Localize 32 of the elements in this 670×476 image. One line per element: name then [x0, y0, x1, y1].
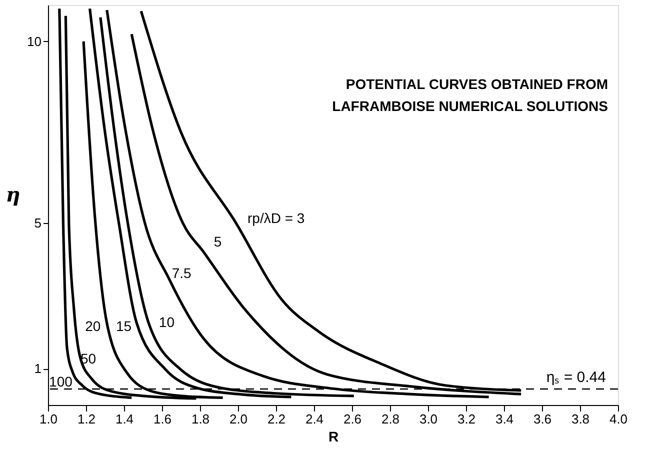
- y-tick-label: 5: [34, 216, 42, 231]
- x-tick-label: 2.0: [229, 412, 248, 426]
- y-tick-label: 1: [34, 361, 42, 376]
- x-tick-label: 4.0: [609, 412, 628, 426]
- x-tick-label: 2.4: [305, 412, 324, 426]
- x-tick-label: 1.6: [153, 412, 172, 426]
- x-tick-label: 1.8: [191, 412, 210, 426]
- series-label: 10: [158, 314, 175, 330]
- annotation: POTENTIAL CURVES OBTAINED FROM: [346, 76, 608, 92]
- series-label: 50: [80, 350, 96, 367]
- y-axis-title: η: [6, 182, 20, 206]
- x-tick-label: 3.8: [571, 412, 590, 426]
- x-tick-label: 2.6: [343, 412, 362, 426]
- series-label: 100: [49, 373, 73, 390]
- x-tick-label: 1.0: [39, 412, 58, 426]
- y-tick-label: 10: [27, 34, 42, 49]
- x-tick-label: 3.0: [419, 412, 438, 426]
- series-label: 7.5: [172, 264, 192, 281]
- x-tick-label: 2.8: [381, 412, 400, 426]
- x-tick-label: 3.6: [533, 412, 552, 426]
- x-tick-label: 3.2: [457, 412, 476, 426]
- x-tick-label: 1.4: [115, 412, 134, 426]
- series-label: 5: [214, 233, 222, 250]
- series-label: rp/λD = 3: [248, 210, 305, 226]
- x-tick-label: 3.4: [495, 412, 514, 426]
- x-tick-label: 2.2: [267, 412, 286, 426]
- series-label: 20: [85, 318, 101, 334]
- annotation: LAFRAMBOISE NUMERICAL SOLUTIONS: [332, 98, 608, 114]
- ref-line-label: ηₛ = 0.44: [546, 369, 606, 386]
- x-tick-label: 1.2: [77, 412, 96, 426]
- series-label: 15: [116, 318, 132, 334]
- x-axis-title: R: [328, 428, 339, 444]
